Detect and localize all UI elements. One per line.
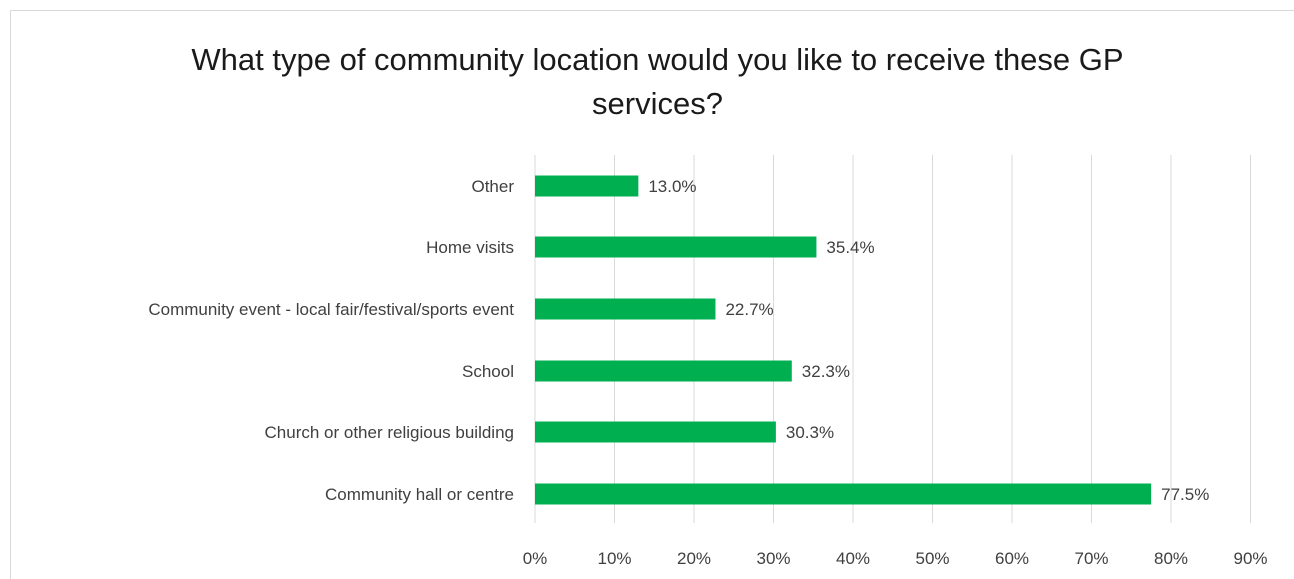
value-label: 13.0% [648,177,696,196]
bar [535,175,639,197]
bars [535,175,1152,505]
bar [535,360,792,382]
category-label: Community hall or centre [325,485,514,504]
bar [535,236,817,258]
chart-title: What type of community location would yo… [191,42,1124,121]
bar [535,298,716,320]
value-labels: 13.0% 35.4% 22.7% 32.3% 30.3% 77.5% [648,177,1209,504]
x-tick-label: 70% [1074,549,1108,568]
x-tick-label: 10% [597,549,631,568]
category-label: Community event - local fair/festival/sp… [148,300,514,319]
x-tick-label: 90% [1233,549,1267,568]
value-label: 77.5% [1161,485,1209,504]
category-labels: Other Home visits Community event - local … [148,177,514,504]
category-label: School [462,362,514,381]
value-label: 35.4% [826,238,874,257]
gridlines [534,155,1251,523]
x-axis-tick-labels: 0% 10% 20% 30% 40% 50% 60% 70% 80% 90% [523,549,1268,568]
value-label: 22.7% [725,300,773,319]
x-tick-label: 0% [523,549,548,568]
value-label: 30.3% [786,423,834,442]
category-label: Home visits [426,238,514,257]
bar [535,421,776,443]
x-tick-label: 40% [836,549,870,568]
value-label: 32.3% [802,362,850,381]
bar [535,483,1152,505]
category-label: Church or other religious building [265,423,514,442]
x-tick-label: 20% [677,549,711,568]
x-tick-label: 30% [756,549,790,568]
x-tick-label: 80% [1154,549,1188,568]
category-label: Other [471,177,514,196]
x-tick-label: 50% [915,549,949,568]
x-tick-label: 60% [995,549,1029,568]
